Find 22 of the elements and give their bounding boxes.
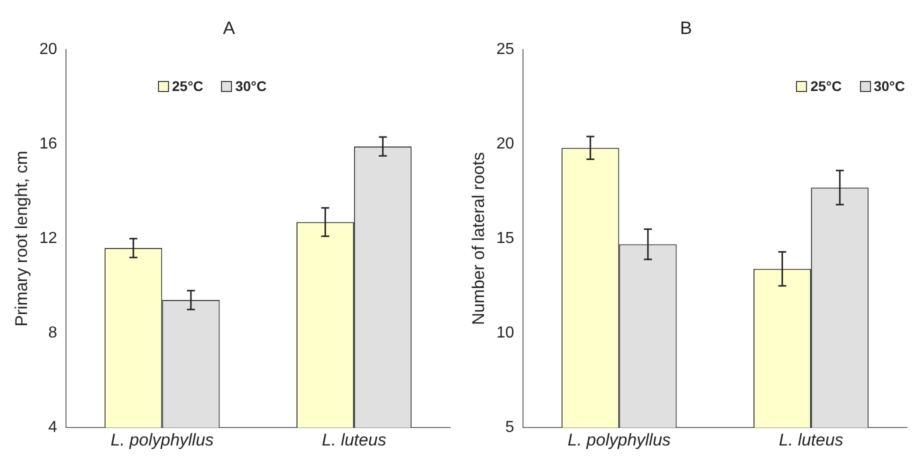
y-tick-label: 15	[496, 230, 514, 248]
chart-title: B	[680, 18, 692, 38]
y-axis-title: Number of lateral roots	[468, 152, 488, 326]
y-tick-label: 4	[48, 419, 58, 436]
y-tick-label: 25	[496, 41, 514, 58]
x-tick-label: L. luteus	[322, 430, 387, 450]
legend-label: 25°C	[810, 78, 842, 94]
x-tick-label: L. polyphyllus	[568, 430, 672, 450]
y-tick-label: 20	[496, 136, 514, 153]
y-axis-title: Primary root lenght, cm	[12, 150, 31, 326]
chart-title: A	[222, 18, 236, 38]
y-tick-label: 8	[48, 324, 58, 342]
legend-label: 25°C	[172, 78, 204, 94]
y-tick-label: 16	[39, 136, 58, 153]
x-tick-label: L. polyphyllus	[110, 430, 214, 450]
y-tick-label: 10	[496, 324, 514, 342]
y-tick-label: 5	[505, 419, 514, 436]
x-tick-label: L. luteus	[778, 430, 844, 450]
legend-label: 30°C	[235, 78, 267, 94]
y-tick-label: 20	[39, 41, 58, 58]
y-tick-label: 12	[39, 230, 58, 248]
legend-label: 30°C	[874, 78, 905, 94]
